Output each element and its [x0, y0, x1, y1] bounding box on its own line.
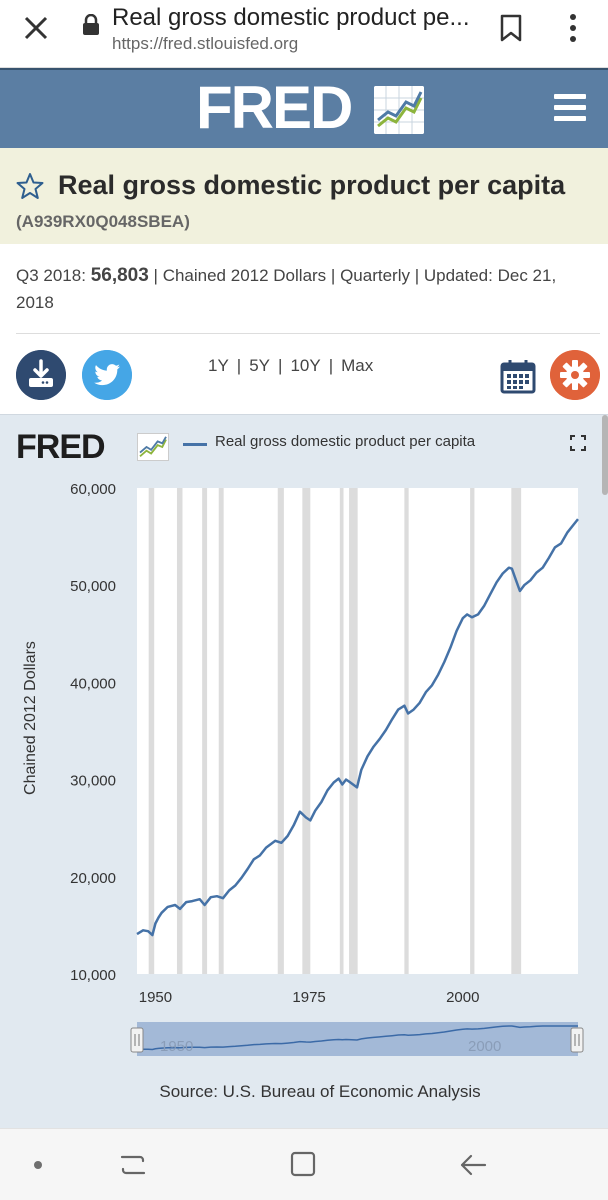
browser-url[interactable]: https://fred.stlouisfed.org [112, 34, 299, 53]
site-header: FRED [0, 68, 608, 148]
star-icon[interactable] [16, 172, 44, 200]
recession-band [218, 488, 224, 974]
hamburger-menu-icon[interactable] [554, 94, 586, 124]
range-1y[interactable]: 1Y [208, 356, 229, 375]
twitter-bird-icon [94, 364, 120, 386]
y-tick-label: 10,000 [70, 967, 116, 984]
y-tick-label: 40,000 [70, 675, 116, 692]
recession-band [339, 488, 344, 974]
more-options-icon[interactable] [566, 12, 580, 44]
recent-apps-icon[interactable] [118, 1151, 148, 1179]
recession-band [302, 488, 311, 974]
settings-button[interactable] [550, 350, 600, 400]
browser-toolbar: Real gross domestic product pe... https:… [0, 0, 608, 68]
observation-period: Q3 2018: [16, 266, 86, 285]
chart-source: Source: U.S. Bureau of Economic Analysis [159, 1082, 481, 1101]
series-title: Real gross domestic product per capita [58, 170, 566, 200]
recession-band [176, 488, 183, 974]
y-tick-label: 60,000 [70, 481, 116, 498]
navigator-selection [137, 1022, 578, 1056]
range-max[interactable]: Max [341, 356, 374, 375]
series-title-bar: Real gross domestic product per capita (… [0, 148, 608, 244]
fred-logo[interactable]: FRED [196, 74, 353, 141]
range-5y[interactable]: 5Y [249, 356, 271, 375]
y-tick-label: 50,000 [70, 578, 116, 595]
x-tick-label: 2000 [446, 989, 479, 1006]
y-tick-label: 30,000 [70, 773, 116, 790]
navigator-left-handle [130, 1027, 144, 1053]
range-navigator: 1950 2000 [130, 1022, 584, 1056]
range-10y[interactable]: 10Y [290, 356, 321, 375]
divider [16, 333, 600, 334]
fullscreen-icon[interactable] [570, 435, 586, 451]
scrollbar[interactable] [602, 415, 608, 495]
recession-band [470, 488, 475, 974]
updated-date: Dec 21, 2018 [16, 266, 557, 312]
download-icon [29, 359, 53, 387]
legend-swatch [183, 443, 207, 446]
gear-icon [560, 360, 590, 390]
series-line [136, 518, 579, 937]
chart-actions: 1Y | 5Y | 10Y | Max [0, 346, 608, 406]
range-selector: 1Y | 5Y | 10Y | Max [208, 356, 374, 375]
navigator-label: 2000 [468, 1038, 501, 1055]
nav-dot-icon[interactable] [34, 1161, 42, 1169]
series-meta: Q3 2018: 56,803 | Chained 2012 Dollars |… [16, 265, 557, 312]
bookmark-icon[interactable] [498, 14, 524, 42]
series-id: (A939RX0Q048SBEA) [16, 212, 190, 231]
recession-band [511, 488, 522, 974]
updated-label: Updated: [423, 266, 493, 285]
x-tick-label: 1950 [139, 989, 172, 1006]
recession-band [202, 488, 208, 974]
legend-label: Real gross domestic product per capita [215, 433, 476, 450]
home-icon[interactable] [290, 1151, 316, 1177]
observation-value: 56,803 [90, 265, 149, 286]
units-link[interactable]: Chained 2012 Dollars [162, 266, 327, 285]
browser-page-title: Real gross domestic product pe... [112, 4, 470, 31]
close-icon[interactable] [20, 12, 52, 44]
navigator-line [136, 1025, 578, 1051]
lock-icon [83, 14, 99, 35]
x-tick-label: 1975 [292, 989, 325, 1006]
y-tick-label: 20,000 [70, 870, 116, 887]
fred-logo-graph-icon[interactable] [374, 86, 424, 134]
navigator-label: 1950 [160, 1038, 193, 1055]
frequency-link[interactable]: Quarterly [340, 266, 410, 285]
recession-band [277, 488, 284, 974]
chart-fred-logo: FRED [16, 428, 106, 466]
recession-band [404, 488, 409, 974]
back-icon[interactable] [458, 1151, 488, 1179]
twitter-share-button[interactable] [82, 350, 132, 400]
line-chart[interactable]: 10,000 20,000 30,000 40,000 50,000 60,000 195… [0, 414, 608, 1128]
navigator-right-handle [570, 1027, 584, 1053]
recession-band [148, 488, 155, 974]
system-navigation-bar [0, 1128, 608, 1200]
recession-band [349, 488, 358, 974]
chart-fred-logo-graph-icon [137, 433, 169, 461]
calendar-icon[interactable] [500, 358, 536, 394]
download-button[interactable] [16, 350, 66, 400]
